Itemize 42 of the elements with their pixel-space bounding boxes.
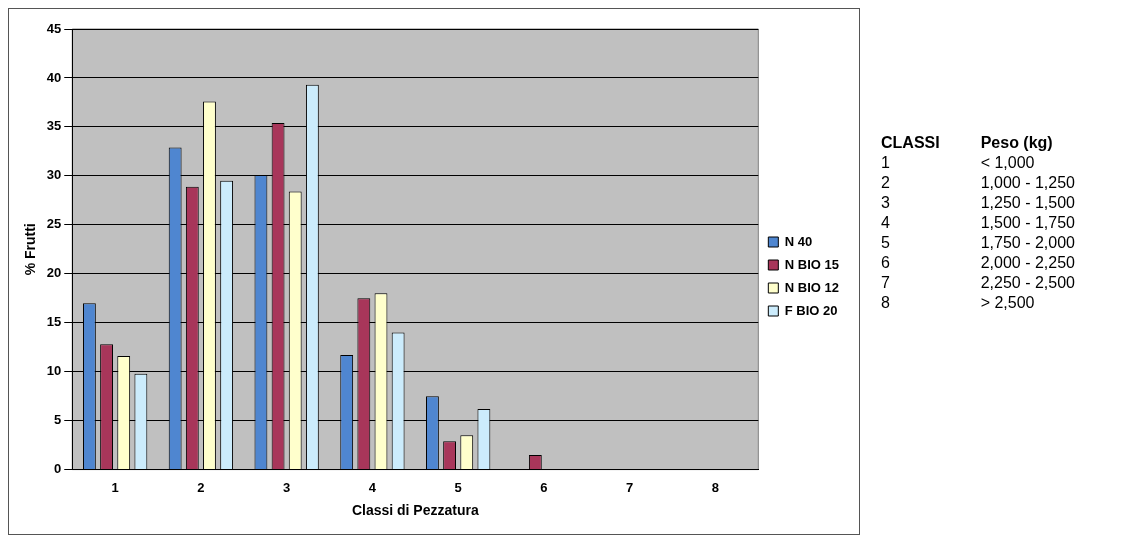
text: Peso (kg) bbox=[979, 133, 1054, 153]
legend-label: N BIO 12 bbox=[784, 279, 839, 295]
text: CLASSI bbox=[880, 133, 941, 153]
text: < 1,000 bbox=[979, 153, 1036, 173]
text: 7 bbox=[880, 273, 891, 293]
y-tick-label: 20 bbox=[46, 265, 62, 281]
y-axis-title: % Frutti bbox=[22, 223, 39, 276]
y-tick-label: 10 bbox=[46, 363, 62, 379]
text: 2 bbox=[880, 173, 891, 193]
text: 4 bbox=[880, 213, 891, 233]
x-tick-label: 8 bbox=[711, 479, 720, 495]
y-tick-label: 40 bbox=[46, 69, 62, 85]
text: 1,500 - 1,750 bbox=[979, 213, 1076, 233]
y-tick-label: 5 bbox=[54, 412, 62, 428]
x-tick-label: 3 bbox=[283, 479, 291, 495]
text: 5 bbox=[880, 233, 891, 253]
text: 1,250 - 1,500 bbox=[979, 193, 1076, 213]
text: 3 bbox=[880, 193, 891, 213]
x-tick-label: 6 bbox=[540, 479, 548, 495]
text: 8 bbox=[880, 293, 891, 313]
y-tick-label: 25 bbox=[46, 216, 62, 232]
x-tick-label: 4 bbox=[368, 479, 377, 495]
text: 1,750 - 2,000 bbox=[979, 233, 1076, 253]
text: 1,000 - 1,250 bbox=[979, 173, 1076, 193]
text: 2,250 - 2,500 bbox=[979, 273, 1076, 293]
text: > 2,500 bbox=[979, 293, 1036, 313]
x-tick-label: 7 bbox=[626, 479, 634, 495]
text: 2,000 - 2,250 bbox=[979, 253, 1076, 273]
text: 1 bbox=[880, 153, 891, 173]
y-tick-label: 35 bbox=[46, 118, 62, 134]
text: 6 bbox=[880, 253, 891, 273]
x-tick-label: 2 bbox=[197, 479, 205, 495]
x-tick-label: 1 bbox=[111, 479, 119, 495]
legend-label: F BIO 20 bbox=[784, 302, 838, 318]
x-tick-label: 5 bbox=[454, 479, 462, 495]
legend-label: N BIO 15 bbox=[784, 256, 839, 272]
y-tick-label: 45 bbox=[46, 20, 62, 36]
y-tick-label: 15 bbox=[46, 314, 62, 330]
x-axis-title: Classi di Pezzatura bbox=[351, 502, 479, 519]
y-tick-label: 0 bbox=[54, 461, 62, 477]
legend-label: N 40 bbox=[784, 233, 813, 249]
y-tick-label: 30 bbox=[46, 167, 62, 183]
